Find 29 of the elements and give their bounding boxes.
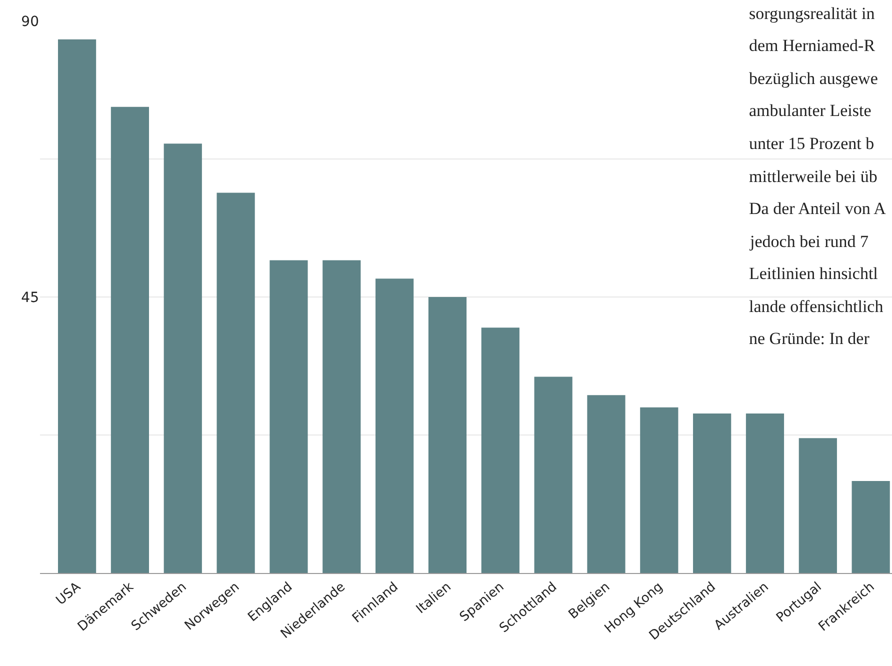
bar — [798, 438, 837, 573]
bar — [428, 297, 467, 573]
annotation: ambulanter Leiste — [749, 101, 872, 120]
annotation: sorgungsrealität in — [749, 4, 876, 23]
y-tick-label: 90 — [21, 14, 39, 30]
bar — [481, 328, 520, 573]
bar — [270, 260, 308, 573]
annotation: jedoch bei rund 7 — [749, 232, 869, 251]
y-tick-label: 45 — [21, 290, 39, 306]
bar — [746, 414, 784, 573]
bar — [534, 376, 572, 573]
annotation: ne Gründe: In der — [749, 329, 870, 348]
annotation: Leitlinien hinsichtl — [749, 264, 878, 283]
annotation: Da der Anteil von A — [749, 199, 887, 218]
bar — [322, 260, 361, 573]
bar — [852, 481, 890, 573]
bar — [587, 395, 626, 573]
annotation: lande offensichtlich — [749, 297, 884, 316]
annotation: mittlerweile bei üb — [749, 167, 878, 186]
bar — [640, 407, 678, 573]
bar — [58, 39, 96, 573]
bar — [376, 278, 414, 573]
bar — [216, 192, 255, 573]
bar — [110, 106, 150, 573]
bar — [164, 144, 202, 573]
annotation: unter 15 Prozent b — [749, 134, 874, 153]
annotation: bezüglich ausgewe — [749, 69, 878, 88]
bar — [693, 414, 732, 573]
annotation: dem Herniamed-R — [749, 36, 876, 55]
